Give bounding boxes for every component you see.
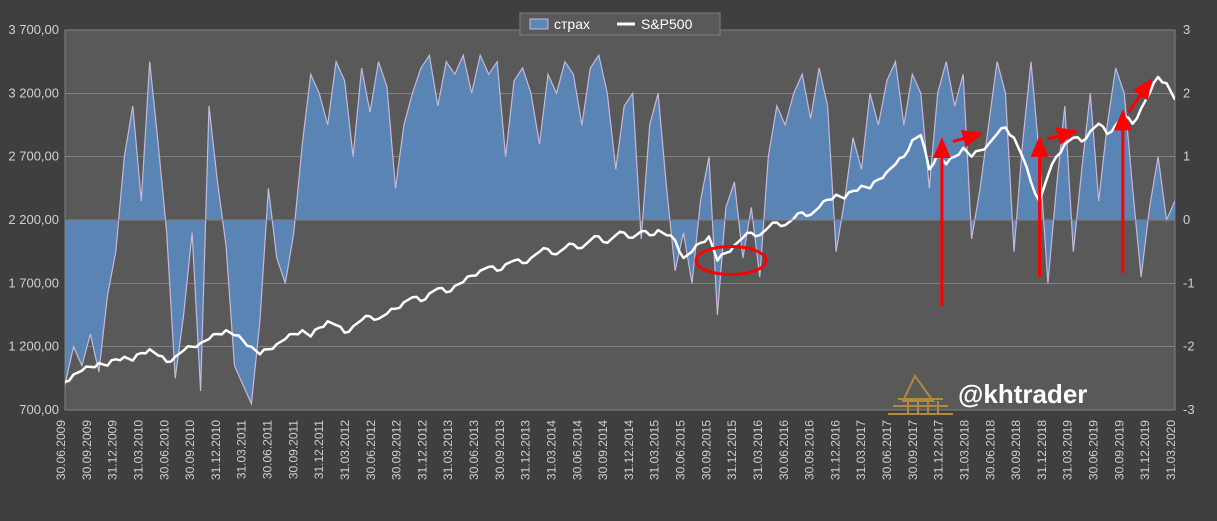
x-axis-label: 31.03.2015	[648, 420, 662, 480]
x-axis-label: 30.09.2018	[1009, 420, 1023, 480]
x-axis-label: 31.12.2011	[312, 420, 326, 479]
x-axis-label: 31.03.2014	[544, 420, 558, 480]
y-right-label: 3	[1183, 22, 1190, 37]
x-axis-label: 31.03.2013	[441, 420, 455, 480]
x-axis-label: 30.06.2016	[777, 420, 791, 480]
y-right-label: 0	[1183, 212, 1190, 227]
x-axis-label: 30.09.2019	[1112, 420, 1126, 480]
legend-swatch	[530, 19, 548, 29]
y-left-label: 3 700,00	[8, 22, 59, 37]
x-axis-label: 30.06.2014	[570, 420, 584, 480]
legend-label: S&P500	[641, 16, 693, 32]
x-axis-label: 30.06.2010	[157, 420, 171, 480]
x-axis-label: 30.09.2017	[906, 420, 920, 480]
y-left-label: 1 200,00	[8, 339, 59, 354]
x-axis-label: 30.06.2019	[1087, 420, 1101, 480]
x-axis-label: 31.03.2019	[1061, 420, 1075, 480]
x-axis-label: 31.12.2010	[209, 420, 223, 480]
x-axis-label: 31.12.2013	[519, 420, 533, 480]
x-axis-label: 31.12.2019	[1138, 420, 1152, 480]
y-left-label: 3 200,00	[8, 85, 59, 100]
x-axis-label: 30.06.2018	[983, 420, 997, 480]
x-axis-label: 31.12.2017	[932, 420, 946, 480]
x-axis-label: 30.09.2014	[596, 420, 610, 480]
y-left-label: 2 700,00	[8, 149, 59, 164]
x-axis-label: 31.12.2015	[725, 420, 739, 480]
x-axis-label: 31.12.2012	[415, 420, 429, 480]
x-axis-label: 30.06.2011	[261, 420, 275, 479]
y-left-label: 2 200,00	[8, 212, 59, 227]
x-axis-label: 30.09.2015	[699, 420, 713, 480]
x-axis-label: 31.03.2018	[957, 420, 971, 480]
x-axis-label: 30.09.2009	[80, 420, 94, 480]
y-right-label: 2	[1183, 85, 1190, 100]
y-right-label: -3	[1183, 402, 1195, 417]
y-right-label: -2	[1183, 339, 1195, 354]
y-right-label: 1	[1183, 149, 1190, 164]
x-axis-label: 31.03.2012	[338, 420, 352, 480]
x-axis-label: 31.03.2020	[1164, 420, 1178, 480]
x-axis-label: 30.06.2012	[364, 420, 378, 480]
x-axis-label: 30.06.2017	[880, 420, 894, 480]
x-axis-label: 31.03.2016	[751, 420, 765, 480]
x-axis-label: 31.03.2011	[235, 420, 249, 479]
y-left-label: 700,00	[19, 402, 59, 417]
x-axis-label: 30.06.2015	[674, 420, 688, 480]
x-axis-label: 31.12.2018	[1035, 420, 1049, 480]
x-axis-label: 30.06.2009	[54, 420, 68, 480]
legend-label: страх	[554, 16, 590, 32]
x-axis-label: 30.09.2016	[803, 420, 817, 480]
x-axis-label: 30.06.2013	[467, 420, 481, 480]
watermark-text: @khtrader	[958, 379, 1087, 409]
x-axis-label: 30.09.2010	[183, 420, 197, 480]
x-axis-label: 30.09.2011	[286, 420, 300, 479]
x-axis-label: 31.12.2014	[622, 420, 636, 480]
x-axis-label: 31.12.2009	[106, 420, 120, 480]
x-axis-label: 31.12.2016	[828, 420, 842, 480]
chart-container: 700,00 1 200,00 1 700,00 2 200,00 2 700,00 3 …	[0, 0, 1217, 521]
y-right-label: -1	[1183, 275, 1195, 290]
x-axis-label: 31.03.2010	[131, 420, 145, 480]
x-axis-label: 31.03.2017	[854, 420, 868, 480]
y-left-label: 1 700,00	[8, 275, 59, 290]
x-axis-label: 30.09.2013	[493, 420, 507, 480]
x-axis-label: 30.09.2012	[390, 420, 404, 480]
